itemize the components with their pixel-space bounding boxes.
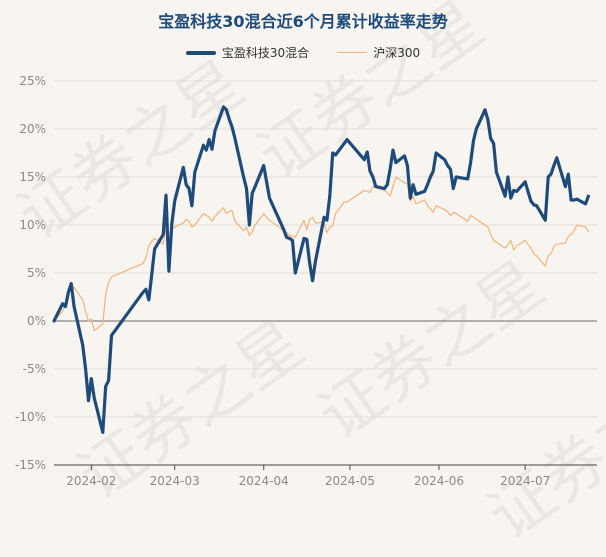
legend: 宝盈科技30混合 沪深300 bbox=[0, 44, 606, 61]
x-tick-label: 2024-03 bbox=[150, 474, 200, 488]
legend-swatch-index bbox=[337, 52, 368, 53]
chart-title: 宝盈科技30混合近6个月累计收益率走势 bbox=[158, 12, 448, 31]
legend-item-index[interactable]: 沪深300 bbox=[337, 44, 420, 61]
legend-label-fund: 宝盈科技30混合 bbox=[221, 46, 310, 60]
y-tick-label: 10% bbox=[19, 218, 46, 232]
x-tick-label: 2024-04 bbox=[239, 474, 289, 488]
y-tick-label: 25% bbox=[19, 74, 46, 88]
series-lines bbox=[52, 105, 590, 434]
x-tick-label: 2024-05 bbox=[325, 474, 375, 488]
y-tick-label: 0% bbox=[27, 314, 46, 328]
legend-item-fund[interactable]: 宝盈科技30混合 bbox=[185, 44, 310, 61]
x-tick-label: 2024-06 bbox=[414, 474, 464, 488]
legend-swatch-fund bbox=[185, 50, 216, 55]
y-axis-ticks: -15% -10% -5% 0% 5% 10% 15% 20% 25% bbox=[15, 74, 46, 472]
x-axis-ticks: 2024-02 2024-03 2024-04 2024-05 2024-06 2024-… bbox=[66, 465, 550, 488]
y-tick-label: 5% bbox=[27, 266, 46, 280]
line-chart: -15%-10%-5%0%5%10%15%20%25% 2024-02 2024-… bbox=[15, 74, 597, 488]
x-tick-label: 2024-07 bbox=[500, 474, 550, 488]
series-line-index bbox=[53, 176, 589, 332]
legend-label-index: 沪深300 bbox=[373, 46, 421, 60]
y-tick-label: 15% bbox=[19, 170, 46, 184]
y-tick-label: -10% bbox=[15, 410, 46, 424]
y-tick-label: -15% bbox=[15, 458, 46, 472]
grid-lines bbox=[54, 80, 597, 466]
y-tick-label: 20% bbox=[19, 122, 46, 136]
x-tick-label: 2024-02 bbox=[66, 474, 116, 488]
y-tick-label: -5% bbox=[23, 362, 46, 376]
series-line-fund bbox=[52, 105, 590, 434]
